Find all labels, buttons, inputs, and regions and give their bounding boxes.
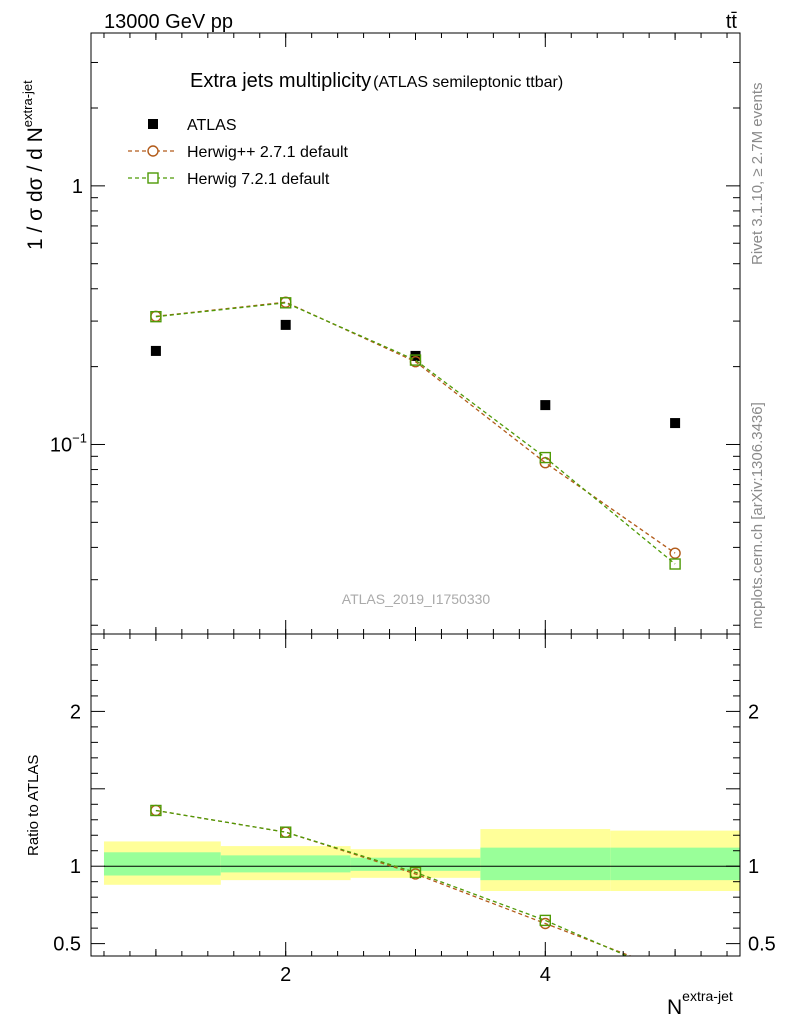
- main-y-tick-label: 10−1: [50, 430, 87, 456]
- ratio-uncertainty-band-inner: [103, 852, 221, 876]
- main-y-axis-label-sup: extra-jet: [20, 80, 35, 127]
- x-axis-label: Nextra-jet: [667, 988, 733, 1019]
- legend-atlas-marker: [148, 119, 158, 129]
- main-axis-ticks: 1 10−1: [50, 33, 740, 634]
- ratio-y-tick-label-right: 2: [748, 701, 759, 723]
- atlas-data-point: [280, 319, 291, 330]
- ratio-y-axis-label: Ratio to ATLAS: [25, 755, 42, 856]
- herwig7-ratio-point: [150, 804, 162, 817]
- herwig7-ratio-point: [670, 972, 680, 982]
- ratio-uncertainty-band-inner: [480, 847, 611, 881]
- herwig7-data-point: [150, 310, 162, 323]
- x-axis-label-text: N: [667, 996, 682, 1019]
- ratio-panel-frame: [90, 633, 741, 957]
- ratio-y-tick-label-left: 2: [70, 701, 81, 723]
- main-data-layer: [150, 296, 681, 570]
- herwig7-data-point: [539, 451, 551, 464]
- herwig7-ratio-point: [409, 866, 422, 879]
- chart-title: Extra jets multiplicity (ATLAS semilepton…: [190, 70, 563, 92]
- herwigpp-series-line: [155, 301, 676, 554]
- rivet-version-label: Rivet 3.1.10, ≥ 2.7M events: [749, 83, 766, 266]
- main-y-tick-label-base: 10: [50, 434, 72, 456]
- herwig7-data-point: [669, 558, 681, 570]
- ratio-axis-ticks: 0.5 0.5 1 1 2 2 2 4: [53, 634, 776, 986]
- herwig7-series-line: [155, 302, 676, 565]
- main-y-axis-label: 1 / σ dσ / d Nextra-jet: [20, 80, 47, 250]
- ratio-y-tick-label-left: 1: [70, 856, 81, 878]
- main-y-axis-label-text: 1 / σ dσ / d N: [24, 127, 47, 250]
- legend: ATLAS Herwig++ 2.7.1 default Herwig 7.2.1 …: [128, 117, 349, 188]
- atlas-data-point: [150, 345, 161, 356]
- mcplots-source-label: mcplots.cern.ch [arXiv:1306.3436]: [749, 402, 766, 629]
- herwigpp-data-point: [669, 547, 681, 559]
- main-y-tick-label-exponent: −1: [72, 430, 87, 445]
- x-axis-label-sup: extra-jet: [682, 988, 733, 1004]
- herwig7-ratio-line: [155, 809, 629, 956]
- legend-herwigpp-marker: [147, 145, 159, 157]
- ratio-bands: [103, 829, 740, 891]
- ratio-y-tick-label-right: 1: [748, 856, 759, 878]
- ratio-y-tick-label-right: 0.5: [748, 934, 776, 956]
- ratio-uncertainty-band-inner: [350, 857, 481, 871]
- analysis-watermark: ATLAS_2019_I1750330: [342, 591, 491, 607]
- herwigpp-ratio-point: [670, 968, 680, 978]
- x-tick-label: 4: [540, 964, 551, 986]
- header-energy-label: 13000 GeV pp: [104, 11, 233, 33]
- x-tick-label: 2: [280, 964, 291, 986]
- header-process-label: tt̄: [726, 11, 738, 33]
- legend-entry-label: ATLAS: [187, 117, 237, 134]
- main-y-tick-label-base: 1: [72, 176, 83, 198]
- herwig7-data-point: [280, 297, 292, 309]
- legend-herwig7-marker: [147, 172, 159, 184]
- herwig7-ratio-point: [539, 914, 551, 927]
- ratio-panel: 0.5 0.5 1 1 2 2 2 4 Ratio to ATLAS Nextra-jet: [25, 633, 776, 1019]
- atlas-data-point: [540, 400, 551, 411]
- chart-subtitle: (ATLAS semileptonic ttbar): [373, 74, 563, 91]
- ratio-uncertainty-band-inner: [220, 855, 351, 873]
- main-y-tick-label: 1: [72, 176, 83, 198]
- legend-entry-label: Herwig 7.2.1 default: [187, 171, 330, 188]
- ratio-y-tick-label-left: 0.5: [53, 934, 81, 956]
- main-panel: 1 10−1 Extra jets multiplicity (ATLAS semi…: [20, 32, 741, 635]
- herwig7-ratio-point: [280, 826, 292, 838]
- atlas-data-point: [410, 350, 421, 361]
- ratio-uncertainty-band-inner: [610, 847, 740, 881]
- ratio-data-layer: [150, 804, 680, 982]
- legend-entry-label: Herwig++ 2.7.1 default: [187, 144, 349, 161]
- chart-title-main: Extra jets multiplicity: [190, 70, 371, 92]
- herwig7-data-point: [409, 354, 422, 366]
- atlas-data-point: [670, 418, 681, 429]
